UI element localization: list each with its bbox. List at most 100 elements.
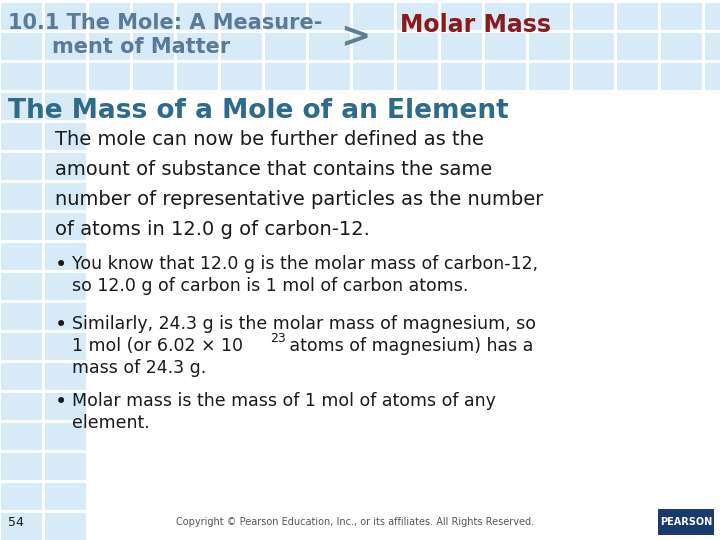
Bar	[176, 32, 218, 60]
Bar	[0, 392, 42, 420]
Bar	[220, 62, 262, 90]
Bar	[264, 2, 306, 30]
Bar	[44, 332, 86, 360]
Bar	[658, 509, 714, 535]
Bar	[0, 32, 42, 60]
Bar	[704, 2, 720, 30]
Bar	[0, 422, 42, 450]
Bar	[352, 2, 394, 30]
Bar	[44, 392, 86, 420]
Text: element.: element.	[72, 414, 150, 432]
Bar	[44, 362, 86, 390]
Bar	[616, 32, 658, 60]
Bar	[44, 152, 86, 180]
Text: You know that 12.0 g is the molar mass of carbon-12,: You know that 12.0 g is the molar mass o…	[72, 255, 538, 273]
Bar	[308, 2, 350, 30]
Bar	[704, 62, 720, 90]
Bar	[44, 242, 86, 270]
Bar	[352, 62, 394, 90]
Bar	[44, 302, 86, 330]
Text: mass of 24.3 g.: mass of 24.3 g.	[72, 359, 206, 377]
Text: Copyright © Pearson Education, Inc., or its affiliates. All Rights Reserved.: Copyright © Pearson Education, Inc., or …	[176, 517, 534, 527]
Text: Molar Mass: Molar Mass	[400, 13, 551, 37]
Bar	[44, 422, 86, 450]
Text: amount of substance that contains the same: amount of substance that contains the sa…	[55, 160, 492, 179]
Bar	[660, 62, 702, 90]
Bar	[0, 332, 42, 360]
Text: number of representative particles as the number: number of representative particles as th…	[55, 190, 544, 209]
Bar	[308, 32, 350, 60]
Bar	[396, 32, 438, 60]
Bar	[396, 62, 438, 90]
Text: •: •	[55, 392, 67, 412]
Bar	[132, 62, 174, 90]
Text: The mole can now be further defined as the: The mole can now be further defined as t…	[55, 130, 484, 149]
Bar	[528, 62, 570, 90]
Bar	[0, 2, 42, 30]
Bar	[88, 2, 130, 30]
Bar	[44, 482, 86, 510]
Bar	[0, 182, 42, 210]
Bar	[176, 2, 218, 30]
Bar	[44, 32, 86, 60]
Bar	[572, 2, 614, 30]
Bar	[0, 212, 42, 240]
Bar	[44, 92, 86, 120]
Bar	[88, 32, 130, 60]
Text: PEARSON: PEARSON	[660, 517, 712, 527]
Bar	[0, 152, 42, 180]
Bar	[44, 62, 86, 90]
Bar	[176, 62, 218, 90]
Bar	[44, 2, 86, 30]
Bar	[616, 2, 658, 30]
Text: so 12.0 g of carbon is 1 mol of carbon atoms.: so 12.0 g of carbon is 1 mol of carbon a…	[72, 277, 469, 295]
Bar	[44, 452, 86, 480]
Bar	[0, 452, 42, 480]
Text: of atoms in 12.0 g of carbon-12.: of atoms in 12.0 g of carbon-12.	[55, 220, 370, 239]
Bar	[396, 2, 438, 30]
Bar	[352, 32, 394, 60]
Bar	[0, 122, 42, 150]
Text: The Mass of a Mole of an Element: The Mass of a Mole of an Element	[8, 98, 509, 124]
Bar	[44, 512, 86, 540]
Bar	[132, 2, 174, 30]
Bar	[484, 2, 526, 30]
Text: atoms of magnesium) has a: atoms of magnesium) has a	[284, 337, 534, 355]
Bar	[0, 512, 42, 540]
Bar	[572, 32, 614, 60]
Text: 10.1 The Mole: A Measure-: 10.1 The Mole: A Measure-	[8, 13, 323, 33]
Bar	[616, 62, 658, 90]
Bar	[88, 62, 130, 90]
Bar	[264, 32, 306, 60]
Bar	[440, 62, 482, 90]
Bar	[528, 2, 570, 30]
Text: •: •	[55, 255, 67, 275]
Bar	[572, 62, 614, 90]
Text: 23: 23	[270, 332, 286, 345]
Text: 1 mol (or 6.02 × 10: 1 mol (or 6.02 × 10	[72, 337, 243, 355]
Text: >: >	[340, 20, 370, 54]
Bar	[704, 32, 720, 60]
Bar	[132, 32, 174, 60]
Text: •: •	[55, 315, 67, 335]
Bar	[44, 272, 86, 300]
Bar	[484, 62, 526, 90]
Bar	[220, 2, 262, 30]
Text: Similarly, 24.3 g is the molar mass of magnesium, so: Similarly, 24.3 g is the molar mass of m…	[72, 315, 536, 333]
Bar	[44, 212, 86, 240]
Bar	[0, 92, 42, 120]
Bar	[0, 362, 42, 390]
Bar	[0, 482, 42, 510]
Bar	[44, 182, 86, 210]
Bar	[220, 32, 262, 60]
Bar	[484, 32, 526, 60]
Bar	[660, 2, 702, 30]
Bar	[0, 302, 42, 330]
Bar	[308, 62, 350, 90]
Bar	[440, 32, 482, 60]
Bar	[0, 62, 42, 90]
Text: Molar mass is the mass of 1 mol of atoms of any: Molar mass is the mass of 1 mol of atoms…	[72, 392, 496, 410]
Text: ment of Matter: ment of Matter	[52, 37, 230, 57]
Bar	[528, 32, 570, 60]
Bar	[0, 272, 42, 300]
